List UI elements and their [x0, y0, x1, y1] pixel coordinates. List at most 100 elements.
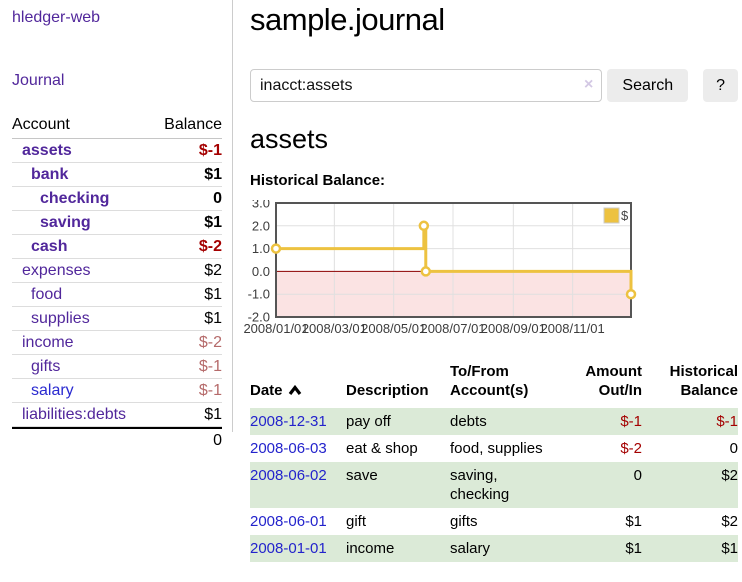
register-header-date-label: Date: [250, 382, 283, 399]
account-link-cash[interactable]: cash: [31, 238, 68, 255]
register-row: 2008-12-31 pay off debts $-1 $-1: [250, 408, 738, 435]
account-balance: $-1: [198, 382, 222, 399]
svg-text:2008/05/01: 2008/05/01: [361, 321, 426, 336]
account-link-gifts[interactable]: gifts: [31, 358, 61, 375]
page-title: sample.journal: [250, 2, 445, 37]
accounts-total-row: 0: [12, 427, 222, 453]
transaction-date-link[interactable]: 2008-06-03: [250, 440, 327, 457]
transaction-description: eat & shop: [346, 440, 418, 457]
transaction-balance: $1: [721, 540, 738, 557]
account-row: supplies $1: [12, 307, 222, 331]
transaction-date-link[interactable]: 2008-12-31: [250, 413, 327, 430]
account-row: income $-2: [12, 331, 222, 355]
transaction-balance: $2: [721, 467, 738, 484]
svg-text:2008/09/01: 2008/09/01: [481, 321, 546, 336]
account-balance: $-1: [198, 142, 222, 159]
sort-ascending-icon: [288, 385, 301, 395]
svg-text:0.0: 0.0: [252, 264, 270, 279]
search-input-wrap: ×: [250, 69, 603, 102]
account-link-supplies[interactable]: supplies: [31, 310, 90, 327]
register-row: 2008-01-01 income salary $1 $1: [250, 535, 738, 562]
account-link-saving[interactable]: saving: [40, 214, 91, 231]
svg-text:-2.0: -2.0: [248, 310, 270, 325]
search-button[interactable]: Search: [607, 69, 689, 102]
register-header-row: Date Description To/From Account(s) Amou…: [250, 362, 738, 408]
balance-column-header: Balance: [164, 116, 222, 133]
sidebar-divider: [232, 0, 233, 432]
account-link-income[interactable]: income: [22, 334, 74, 351]
svg-text:$: $: [621, 208, 629, 223]
account-row: food $1: [12, 283, 222, 307]
account-row: bank $1: [12, 163, 222, 187]
register-row: 2008-06-03 eat & shop food, supplies $-2 0: [250, 435, 738, 462]
transaction-balance: $-1: [716, 413, 738, 430]
account-row: liabilities:debts $1: [12, 403, 222, 427]
transaction-balance: 0: [729, 440, 738, 457]
transaction-description: pay off: [346, 413, 391, 430]
account-balance: $1: [204, 406, 222, 423]
brand-link[interactable]: hledger-web: [12, 9, 101, 26]
account-link-checking[interactable]: checking: [40, 190, 110, 207]
transaction-amount: 0: [633, 467, 642, 484]
transaction-accounts: salary: [450, 540, 491, 557]
register-header-description: Description: [346, 382, 429, 399]
account-balance: $1: [204, 310, 222, 327]
svg-text:2008/01/01: 2008/01/01: [243, 321, 308, 336]
chart-heading: Historical Balance:: [250, 172, 386, 189]
transaction-date-link[interactable]: 2008-06-02: [250, 467, 327, 484]
register-row: 2008-06-02 save saving, checking 0 $2: [250, 462, 738, 508]
account-link-food[interactable]: food: [31, 286, 63, 303]
account-link-assets[interactable]: assets: [22, 142, 72, 159]
transaction-accounts: saving, checking: [450, 467, 510, 503]
accounts-table-body: assets $-1 bank $1 checking 0 saving $1 cash $-2 e…: [12, 139, 222, 427]
transaction-balance: $2: [721, 513, 738, 530]
transaction-accounts: gifts: [450, 513, 478, 530]
account-balance: $1: [204, 214, 222, 231]
transaction-amount: $1: [625, 513, 642, 530]
account-balance: $1: [204, 166, 222, 183]
register-header-amount: Amount Out/In: [585, 363, 642, 399]
svg-text:3.0: 3.0: [252, 200, 270, 211]
clear-search-icon[interactable]: ×: [584, 76, 594, 93]
account-balance: $-2: [198, 238, 222, 255]
account-row: assets $-1: [12, 139, 222, 163]
accounts-total-value: 0: [213, 432, 222, 449]
search-input[interactable]: [250, 69, 603, 102]
transaction-description: income: [346, 540, 395, 557]
svg-text:2008/03/01: 2008/03/01: [302, 321, 367, 336]
help-button[interactable]: ?: [703, 69, 738, 102]
transaction-description: save: [346, 467, 378, 484]
account-balance: $-2: [198, 334, 222, 351]
account-link-liabilities-debts[interactable]: liabilities:debts: [22, 406, 127, 423]
transaction-date-link[interactable]: 2008-06-01: [250, 513, 327, 530]
sidebar-item-journal[interactable]: Journal: [12, 72, 65, 89]
account-balance: $-1: [198, 358, 222, 375]
historical-balance-chart: $3.0 2.0 1.0 0.0 -1.0 -2.0 2008/01/01 2008/03/0…: [241, 196, 639, 341]
register-table: Date Description To/From Account(s) Amou…: [250, 362, 738, 562]
account-column-header: Account: [12, 116, 70, 133]
account-row: checking 0: [12, 187, 222, 211]
transaction-accounts: debts: [450, 413, 487, 430]
transaction-accounts: food, supplies: [450, 440, 543, 457]
account-link-salary[interactable]: salary: [31, 382, 74, 399]
main-content: sample.journal × Search ? assets Histori…: [243, 0, 738, 562]
register-header-accounts: To/From Account(s): [450, 363, 529, 399]
account-balance: 0: [213, 190, 222, 207]
svg-text:2008/11/01: 2008/11/01: [541, 321, 605, 336]
account-row: saving $1: [12, 211, 222, 235]
svg-text:-1.0: -1.0: [248, 287, 270, 302]
register-header-date[interactable]: Date: [250, 362, 346, 408]
accounts-table-header: Account Balance: [12, 114, 222, 139]
account-balance: $1: [204, 286, 222, 303]
account-link-bank[interactable]: bank: [31, 166, 69, 183]
transaction-amount: $1: [625, 540, 642, 557]
transaction-date-link[interactable]: 2008-01-01: [250, 540, 327, 557]
svg-text:1.0: 1.0: [252, 241, 270, 256]
register-row: 2008-06-01 gift gifts $1 $2: [250, 508, 738, 535]
sidebar: hledger-web Journal Account Balance asse…: [0, 0, 232, 453]
account-link-expenses[interactable]: expenses: [22, 262, 91, 279]
account-row: gifts $-1: [12, 355, 222, 379]
transaction-amount: $-1: [620, 413, 642, 430]
svg-text:2.0: 2.0: [252, 218, 270, 233]
accounts-table: Account Balance assets $-1 bank $1 checking 0…: [12, 114, 222, 453]
